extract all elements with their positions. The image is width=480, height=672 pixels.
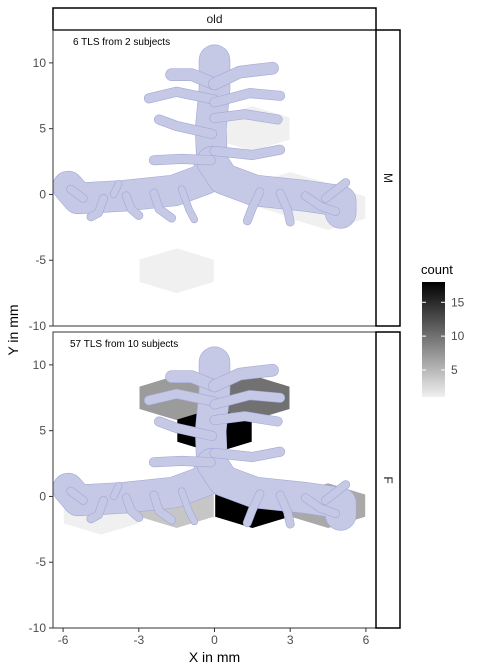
y-tick-label: -10 [29,621,47,635]
tree-branch [210,109,282,124]
hex-cell [139,248,214,294]
y-tick-label: 5 [39,424,46,438]
x-axis: -6 -3 0 3 6 [58,628,370,647]
x-tick-label: -3 [133,633,144,647]
y-axis-bottom: -10 -5 0 5 10 [29,358,53,635]
tree-branch [154,417,217,441]
tree-branch [154,115,217,139]
legend-title: count [421,262,453,277]
facet-annotation-top: 6 TLS from 2 subjects [73,37,170,48]
tree-branch [165,371,221,392]
count-legend: count 5 10 15 [421,262,465,397]
panel-bottom: 57 TLS from 10 subjects [52,331,377,629]
tree-branch [144,389,219,407]
y-tick-label: -5 [35,555,46,569]
tree-branch [165,69,221,90]
tree-branch [87,496,108,523]
x-axis-title: X in mm [189,649,240,665]
column-strip: old [52,7,377,31]
tree-branch [210,145,285,160]
tree-branch [301,192,340,216]
y-tick-label: -5 [35,253,46,267]
y-tick-label: 10 [33,56,47,70]
legend-tick-label: 15 [451,295,465,309]
row-strip-bottom: F [375,331,401,629]
tree-branch [66,185,88,203]
tree-branch [122,192,143,220]
tree-branch [178,488,198,525]
tree-branch [122,494,143,522]
tree-branch [210,411,282,426]
row-strip-label-bottom: F [381,476,395,483]
panel-top: 6 TLS from 2 subjects [52,29,377,327]
y-tick-label: -10 [29,319,47,333]
tree-branch [210,447,285,462]
tree-branch [321,480,350,505]
tree-branch [110,180,122,198]
tree-branch [276,491,294,528]
x-tick-label: 6 [363,633,370,647]
tree-branch [208,62,279,90]
tree-branch [144,87,219,105]
tree-branch [210,88,285,107]
bronchial-tree-bottom [53,346,357,531]
legend-tick-label: 5 [451,363,458,377]
y-tick-label: 0 [39,187,46,201]
y-tick-label: 0 [39,489,46,503]
legend-ticks: 5 10 15 [422,295,465,377]
x-tick-label: 3 [287,633,294,647]
tree-branch [110,482,122,500]
tree-branch [66,487,88,505]
y-tick-label: 10 [33,358,47,372]
facet-annotation-bottom: 57 TLS from 10 subjects [70,339,178,350]
tree-branch [149,154,216,165]
legend-colorbar [422,282,445,397]
tree-branch [149,456,216,467]
y-axis-title: Y in mm [5,304,21,355]
tree-branch [208,364,279,392]
tree-branch [321,178,350,203]
y-axis-top: -10 -5 0 5 10 [29,56,53,333]
tree-branch [276,189,294,226]
column-strip-label: old [206,12,222,26]
y-tick-label: 5 [39,122,46,136]
tree-branch [178,186,198,223]
row-strip-label-top: M [381,173,395,183]
tree-branch [243,188,264,225]
tree-branch [210,390,285,409]
tree-branch [150,189,176,222]
tree-branch [301,494,340,518]
row-strip-top: M [375,29,401,327]
tree-branch [243,490,264,527]
tree-branch [150,491,176,524]
bronchial-tree-top [53,44,357,229]
x-tick-label: 0 [211,633,218,647]
tree-branch [87,194,108,221]
x-tick-label: -6 [58,633,69,647]
legend-tick-label: 10 [451,329,465,343]
